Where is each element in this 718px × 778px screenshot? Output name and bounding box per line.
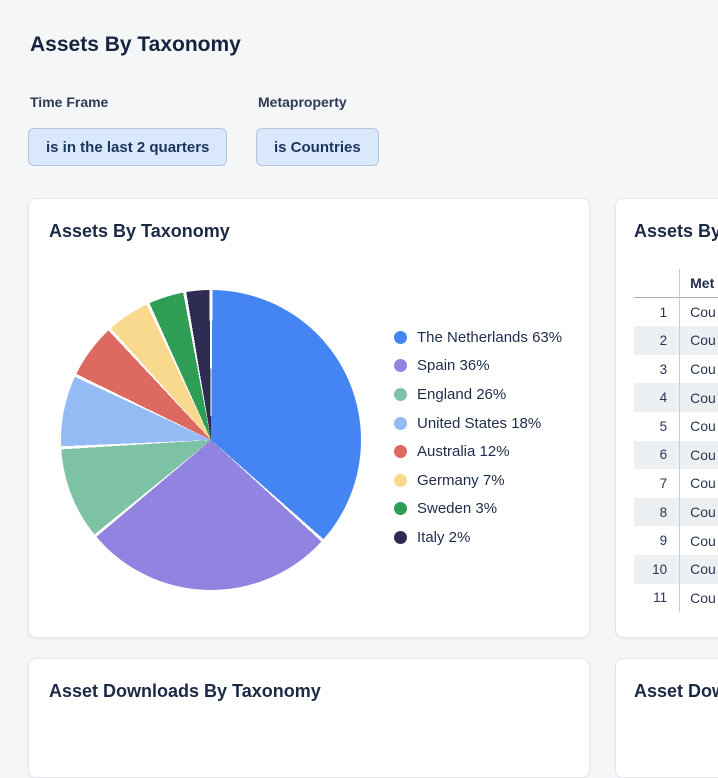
assets-by-taxonomy-table-card: Assets By Met 1 Cou 2 Cou 3 Cou 4 Cou 5 Cou 6 Cou 7 C… xyxy=(615,198,718,638)
filter-label-metaproperty: Metaproperty xyxy=(258,94,347,110)
legend-dot xyxy=(394,416,407,430)
legend-dot xyxy=(394,502,407,516)
legend-item[interactable]: Germany 7% xyxy=(394,466,562,495)
metaproperty-column-header: Met xyxy=(690,275,715,292)
filter-label-time-frame: Time Frame xyxy=(30,94,109,110)
legend-item[interactable]: Italy 2% xyxy=(394,523,562,552)
row-index: 2 xyxy=(634,326,681,355)
table-row[interactable]: 2 Cou xyxy=(634,326,718,355)
table-row[interactable]: 10 Cou xyxy=(634,554,718,584)
row-index: 4 xyxy=(634,383,681,412)
row-index: 10 xyxy=(634,554,681,584)
legend-item[interactable]: Sweden 3% xyxy=(394,495,562,524)
row-value: Cou xyxy=(690,418,716,435)
legend-dot xyxy=(394,473,407,487)
taxonomy-table: Met 1 Cou 2 Cou 3 Cou 4 Cou 5 Cou 6 Cou 7 Cou 8 Cou 9 Cou… xyxy=(634,269,718,613)
card-title: Asset Dow xyxy=(634,681,718,701)
card-title: Assets By xyxy=(634,221,718,241)
legend-label: United States 18% xyxy=(417,414,542,432)
legend-item[interactable]: Spain 36% xyxy=(394,352,562,381)
row-value: Cou xyxy=(690,332,716,349)
legend-item[interactable]: The Netherlands 63% xyxy=(394,323,562,352)
row-index: 3 xyxy=(634,354,681,384)
legend-label: Australia 12% xyxy=(417,443,510,461)
assets-by-taxonomy-pie-card: Assets By Taxonomy The Netherlands 63% Sp… xyxy=(28,198,590,638)
legend-label: England 26% xyxy=(417,385,507,403)
legend-item[interactable]: Australia 12% xyxy=(394,437,562,466)
table-row[interactable]: 3 Cou xyxy=(634,354,718,384)
row-index: 8 xyxy=(634,497,681,527)
card-title: Asset Downloads By Taxonomy xyxy=(49,681,321,701)
row-value: Cou xyxy=(690,589,716,606)
row-value: Cou xyxy=(690,532,716,549)
page-title: Assets By Taxonomy xyxy=(30,33,241,56)
index-column-header xyxy=(634,269,681,298)
table-row[interactable]: 6 Cou xyxy=(634,440,718,470)
legend-item[interactable]: England 26% xyxy=(394,380,562,409)
legend-label: Germany 7% xyxy=(417,471,505,489)
row-index: 6 xyxy=(634,440,681,470)
table-row[interactable]: 4 Cou xyxy=(634,383,718,412)
table-header-row: Met xyxy=(634,269,718,298)
row-index: 5 xyxy=(634,411,681,441)
row-value: Cou xyxy=(690,504,716,521)
legend-label: Sweden 3% xyxy=(417,500,498,518)
legend-label: Spain 36% xyxy=(417,357,490,375)
legend-label: The Netherlands 63% xyxy=(417,328,563,346)
table-row[interactable]: 1 Cou xyxy=(634,297,718,327)
time-frame-filter-chip[interactable]: is in the last 2 quarters xyxy=(28,128,228,166)
row-index: 9 xyxy=(634,526,681,555)
table-row[interactable]: 9 Cou xyxy=(634,526,718,555)
table-row[interactable]: 7 Cou xyxy=(634,469,718,498)
legend-item[interactable]: United States 18% xyxy=(394,409,562,438)
row-value: Cou xyxy=(690,361,716,378)
legend-dot xyxy=(394,330,407,344)
row-index: 1 xyxy=(634,297,681,327)
card-title: Assets By Taxonomy xyxy=(49,221,230,241)
pie-legend: The Netherlands 63% Spain 36% England 26% U… xyxy=(394,323,562,552)
table-row[interactable]: 5 Cou xyxy=(634,411,718,441)
pie-chart[interactable] xyxy=(61,290,361,590)
row-value: Cou xyxy=(690,475,716,492)
legend-dot xyxy=(394,445,407,459)
row-value: Cou xyxy=(690,304,716,321)
table-row[interactable]: 11 Cou xyxy=(634,583,718,613)
row-value: Cou xyxy=(690,446,716,463)
asset-downloads-right-card: Asset Dow xyxy=(615,658,718,778)
legend-label: Italy 2% xyxy=(417,528,471,546)
dashboard-page: Assets By Taxonomy Time Frame Metaproper… xyxy=(28,33,718,778)
table-row[interactable]: 8 Cou xyxy=(634,497,718,527)
legend-dot xyxy=(394,530,407,544)
legend-dot xyxy=(394,359,407,373)
metaproperty-filter-chip[interactable]: is Countries xyxy=(256,128,379,166)
row-index: 7 xyxy=(634,469,681,498)
row-value: Cou xyxy=(690,561,716,578)
row-index: 11 xyxy=(634,583,681,613)
asset-downloads-by-taxonomy-card: Asset Downloads By Taxonomy xyxy=(28,658,590,778)
legend-dot xyxy=(394,387,407,401)
row-value: Cou xyxy=(690,389,716,406)
